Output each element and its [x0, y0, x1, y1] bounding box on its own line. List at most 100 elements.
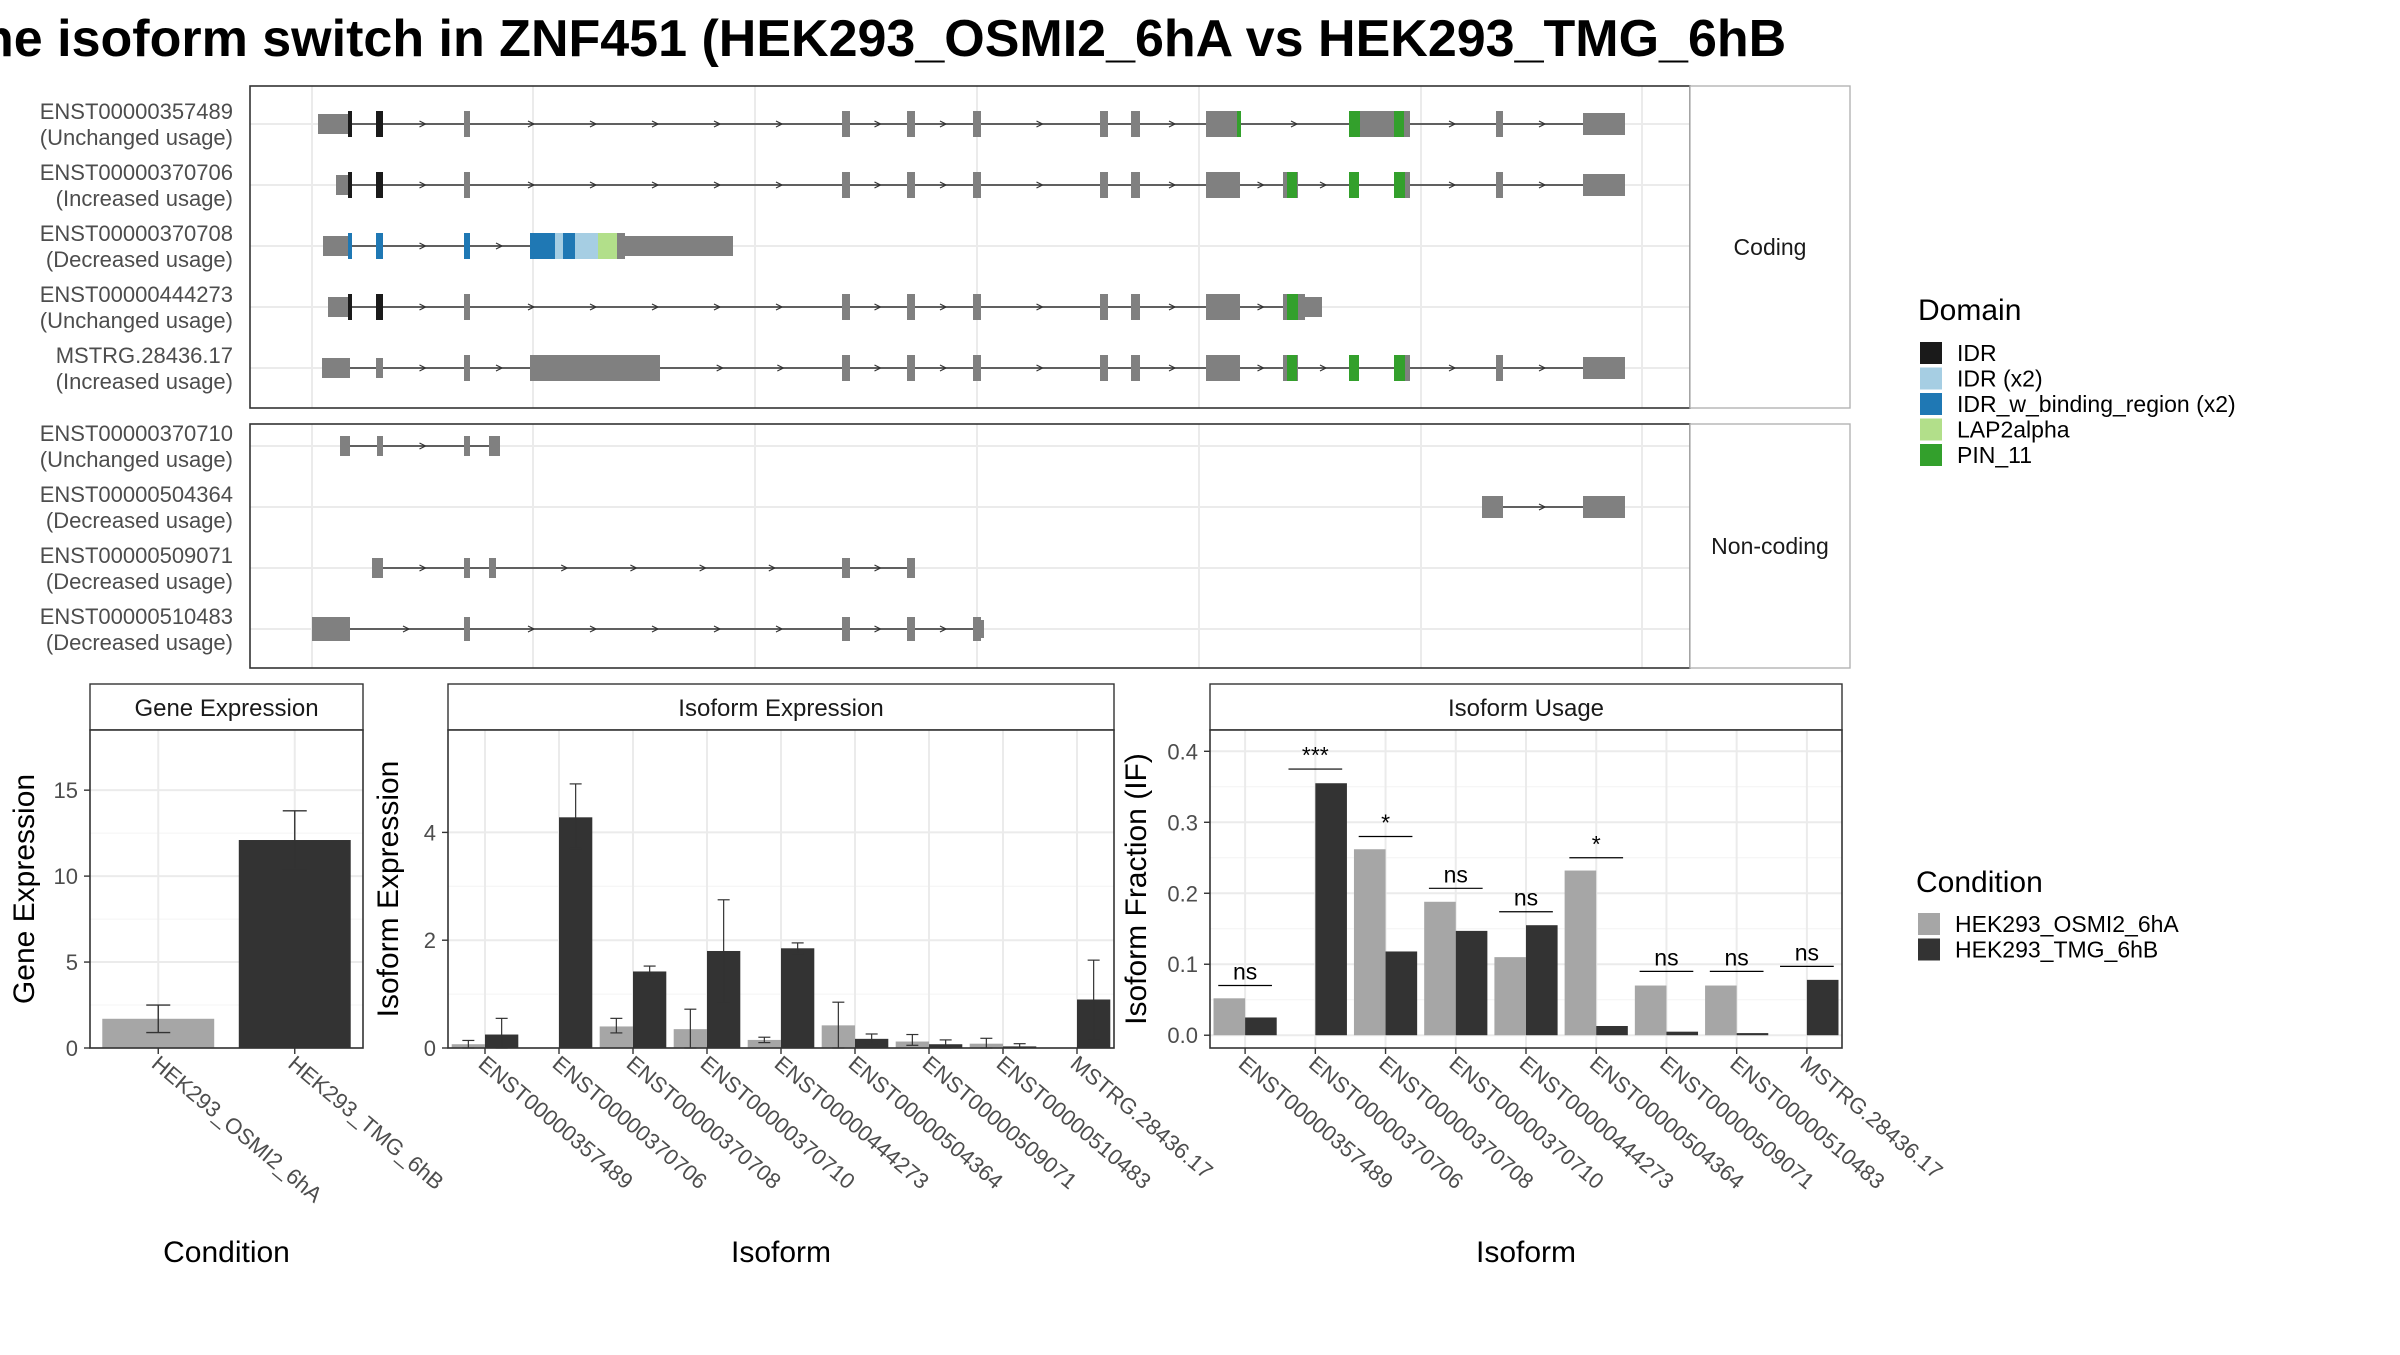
domain-idr	[376, 111, 383, 137]
exon	[973, 294, 981, 320]
intron-arrow	[716, 364, 725, 372]
intron-arrow	[630, 564, 638, 572]
plot-border	[447, 729, 1115, 1049]
transcript-id-label: ENST00000357489	[40, 99, 233, 124]
intron-arrow	[1036, 120, 1044, 128]
exon	[907, 172, 915, 198]
significance-label: ns	[1233, 959, 1257, 985]
y-tick-label: 0.1	[1167, 952, 1198, 977]
intron-arrow	[527, 181, 536, 189]
transcript-usage-label: (Increased usage)	[56, 186, 233, 211]
bar	[1634, 985, 1667, 1036]
exon	[376, 358, 383, 378]
intron-arrow	[699, 564, 707, 572]
facet-strip	[1689, 423, 1851, 669]
domain-idr_w_binding	[540, 233, 555, 259]
transcript-id-label: ENST00000509071	[40, 543, 233, 568]
transcript-id-label: ENST00000444273	[40, 282, 233, 307]
intron-arrow	[1036, 303, 1044, 311]
facet-label-noncoding: Non-coding	[1711, 533, 1829, 559]
bar	[1705, 985, 1737, 1036]
intron-arrow	[713, 303, 722, 311]
intron-arrow	[527, 120, 536, 128]
domain-legend-swatch	[1920, 342, 1942, 364]
bar	[599, 1026, 633, 1048]
intron-arrow	[1448, 364, 1457, 372]
exon	[1496, 172, 1503, 198]
intron-arrow	[1538, 364, 1547, 372]
domain-idr_x2	[555, 233, 563, 259]
exon	[842, 617, 850, 641]
significance-label: ns	[1725, 944, 1749, 970]
significance-label: ns	[1654, 944, 1678, 970]
transcript-id-label: MSTRG.28436.17	[56, 343, 233, 368]
condition-legend-item: HEK293_OSMI2_6hA	[1955, 911, 2179, 937]
chart-title: Isoform Expression	[678, 695, 883, 722]
exon	[625, 236, 733, 256]
exon	[1482, 496, 1503, 518]
chart-title: Isoform Usage	[1448, 695, 1604, 722]
intron-arrow	[1036, 364, 1044, 372]
domain-pin_11	[1287, 355, 1297, 381]
exon	[1131, 355, 1140, 381]
domain-idr_w_binding	[530, 233, 540, 259]
domain-idr_w_binding	[563, 233, 575, 259]
exon	[1206, 172, 1240, 198]
plot-border	[1209, 729, 1843, 1049]
intron-arrow	[713, 625, 722, 633]
domain-pin_11	[1287, 294, 1298, 320]
exon	[973, 617, 981, 641]
condition-legend-swatch	[1918, 913, 1940, 935]
exon	[336, 175, 348, 195]
bar	[781, 948, 815, 1048]
intron-arrow	[1448, 181, 1457, 189]
bar	[1526, 925, 1558, 1036]
bar-chart-2: Isoform Expression024ENST00000357489ENST…	[372, 683, 1218, 1269]
exon	[1100, 294, 1108, 320]
domain-legend-item: LAP2alpha	[1957, 417, 2070, 443]
bar	[1564, 870, 1597, 1036]
domain-idr_w_binding	[464, 233, 470, 259]
domain-pin_11	[1349, 111, 1360, 137]
intron-arrow	[495, 364, 504, 372]
domain-idr	[348, 111, 352, 137]
facet-label-coding: Coding	[1734, 234, 1807, 260]
condition-legend-swatch	[1918, 938, 1940, 961]
exon	[1100, 172, 1108, 198]
domain-legend-item: PIN_11	[1957, 442, 2032, 468]
domain-legend-title: Domain	[1918, 294, 2021, 327]
domain-legend-swatch	[1920, 393, 1942, 415]
exon	[340, 436, 350, 456]
y-axis-title: Isoform Fraction (IF)	[1120, 753, 1153, 1025]
domain-pin_11	[1394, 172, 1405, 198]
exon	[973, 111, 981, 137]
intron-arrow	[939, 364, 948, 372]
exon	[464, 436, 470, 456]
bar	[559, 817, 593, 1048]
exon	[842, 558, 850, 578]
intron-arrow	[874, 564, 882, 572]
exon	[1496, 111, 1503, 137]
intron-arrow	[775, 120, 784, 128]
y-axis-title: Gene Expression	[8, 774, 41, 1004]
intron-arrow	[419, 564, 427, 572]
transcript-usage-label: (Decreased usage)	[46, 630, 233, 655]
bar	[1245, 1017, 1277, 1036]
exon	[323, 236, 348, 256]
transcript-usage-label: (Decreased usage)	[46, 247, 233, 272]
intron-arrow	[713, 181, 722, 189]
bar	[1736, 1033, 1769, 1036]
exon	[657, 355, 660, 381]
intron-arrow	[1319, 364, 1328, 372]
transcript-id-label: ENST00000510483	[40, 604, 233, 629]
transcript-usage-label: (Unchanged usage)	[40, 447, 233, 472]
domain-idr_w_binding	[376, 233, 383, 259]
intron-arrow	[1036, 181, 1044, 189]
exon	[328, 297, 348, 317]
intron-arrow	[560, 564, 569, 572]
exon	[907, 294, 915, 320]
domain-legend-swatch	[1920, 418, 1942, 441]
domain-legend-swatch	[1920, 444, 1942, 466]
